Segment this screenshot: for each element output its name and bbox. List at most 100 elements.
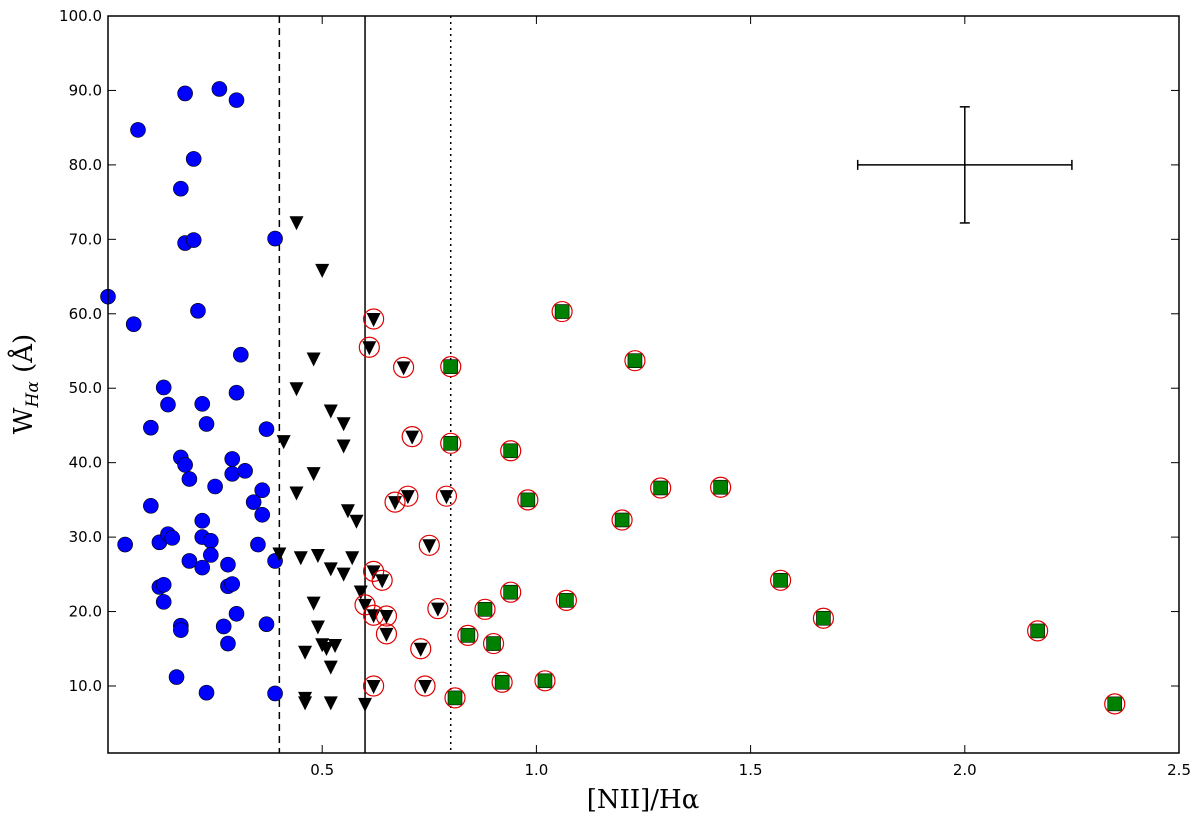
data-point-triangle xyxy=(272,547,287,562)
data-point-circle xyxy=(177,457,193,473)
data-point-square xyxy=(1030,623,1045,639)
data-point-ring xyxy=(371,569,393,591)
data-point-ring xyxy=(397,485,419,507)
data-point-circle xyxy=(215,618,232,635)
data-point-ring xyxy=(440,432,462,454)
data-point-triangle xyxy=(345,551,360,566)
data-point-circle xyxy=(143,419,159,436)
y-tick-label: 100.0 xyxy=(59,7,102,25)
data-point-triangle xyxy=(323,404,338,419)
data-point-triangle xyxy=(289,382,304,397)
data-point-circle xyxy=(233,346,249,363)
data-point-circle xyxy=(224,466,241,482)
data-point-circle xyxy=(224,451,241,467)
data-point-circle xyxy=(164,530,181,546)
x-tick-label: 1.5 xyxy=(739,761,763,779)
data-point-triangle xyxy=(362,341,377,356)
data-point-triangle xyxy=(306,467,321,482)
data-point-circle xyxy=(254,482,271,499)
data-point-circle xyxy=(228,384,245,401)
data-point-triangle xyxy=(289,216,304,231)
data-point-square xyxy=(460,628,476,643)
data-point-triangle xyxy=(293,551,308,566)
data-point-ring xyxy=(769,569,792,591)
data-point-triangle xyxy=(328,639,343,654)
y-tick-label: 50.0 xyxy=(69,379,102,397)
data-point-ring xyxy=(500,440,522,462)
data-point-ring xyxy=(435,485,458,507)
data-point-triangle xyxy=(298,696,313,711)
data-point-triangle xyxy=(298,645,313,660)
data-point-triangle xyxy=(358,598,373,613)
data-point-square xyxy=(627,353,643,368)
y-tick-label: 80.0 xyxy=(69,156,102,174)
data-point-triangle xyxy=(336,417,351,432)
data-point-triangle xyxy=(396,361,411,376)
y-tick-label: 30.0 xyxy=(69,528,102,546)
data-point-triangle xyxy=(276,435,291,450)
data-point-circle xyxy=(155,379,172,396)
data-point-ring xyxy=(375,623,398,645)
data-point-ring xyxy=(363,675,385,697)
data-point-triangle xyxy=(319,642,334,657)
data-point-square xyxy=(537,673,553,689)
data-point-circle xyxy=(267,230,283,247)
data-point-square xyxy=(443,436,459,451)
data-point-triangle xyxy=(306,596,321,611)
data-point-square xyxy=(494,674,510,690)
reference-lines xyxy=(278,16,452,753)
data-point-ring xyxy=(392,356,415,378)
x-axis-label: [NII]/Hα xyxy=(587,785,700,815)
data-point-triangle xyxy=(405,430,420,445)
data-point-ring xyxy=(375,605,398,627)
data-point-ring xyxy=(517,489,539,511)
data-point-circle xyxy=(220,556,236,573)
data-point-ring xyxy=(1104,693,1126,715)
data-point-ring xyxy=(444,687,466,709)
data-point-circle xyxy=(177,85,193,102)
data-point-triangle xyxy=(315,263,330,278)
data-point-circle xyxy=(181,553,198,569)
data-point-ring xyxy=(363,308,385,330)
data-point-triangle xyxy=(336,567,351,582)
y-tick-label: 40.0 xyxy=(69,454,102,472)
data-point-circle xyxy=(155,576,172,593)
y-axis-label: WHα (Å) xyxy=(7,334,43,434)
data-point-circle xyxy=(190,302,206,319)
data-point-triangle xyxy=(379,627,394,642)
data-point-ring xyxy=(491,671,513,693)
data-point-square xyxy=(1107,696,1123,712)
data-point-circle xyxy=(267,685,283,702)
data-point-ring xyxy=(384,491,406,513)
data-point-square xyxy=(554,304,570,319)
data-point-square xyxy=(653,480,668,496)
data-point-ring xyxy=(555,589,577,611)
data-point-ring xyxy=(457,624,479,646)
data-point-circle xyxy=(220,635,236,652)
data-point-circle xyxy=(245,494,262,510)
data-point-ring xyxy=(440,356,462,378)
data-point-triangle xyxy=(430,602,445,617)
plot-frame xyxy=(107,15,1180,754)
data-point-ring xyxy=(401,426,423,448)
data-point-circle xyxy=(194,559,211,576)
data-point-circle xyxy=(203,547,219,563)
data-point-triangle xyxy=(439,490,454,505)
data-point-square xyxy=(477,602,493,617)
data-point-square xyxy=(614,512,630,528)
data-point-circle xyxy=(198,684,215,701)
data-point-triangle xyxy=(422,539,437,554)
y-tick-label: 90.0 xyxy=(69,81,102,99)
data-point-square xyxy=(486,636,501,651)
data-point-circle xyxy=(228,605,245,622)
data-point-circle xyxy=(181,471,198,487)
error-bar xyxy=(856,106,1073,224)
data-point-ring xyxy=(358,336,380,358)
data-point-triangle xyxy=(379,610,394,625)
data-point-triangle xyxy=(400,490,415,505)
data-point-ring xyxy=(474,598,496,620)
data-point-circle xyxy=(130,122,146,138)
data-point-square xyxy=(713,479,728,495)
data-point-ring xyxy=(812,607,835,629)
